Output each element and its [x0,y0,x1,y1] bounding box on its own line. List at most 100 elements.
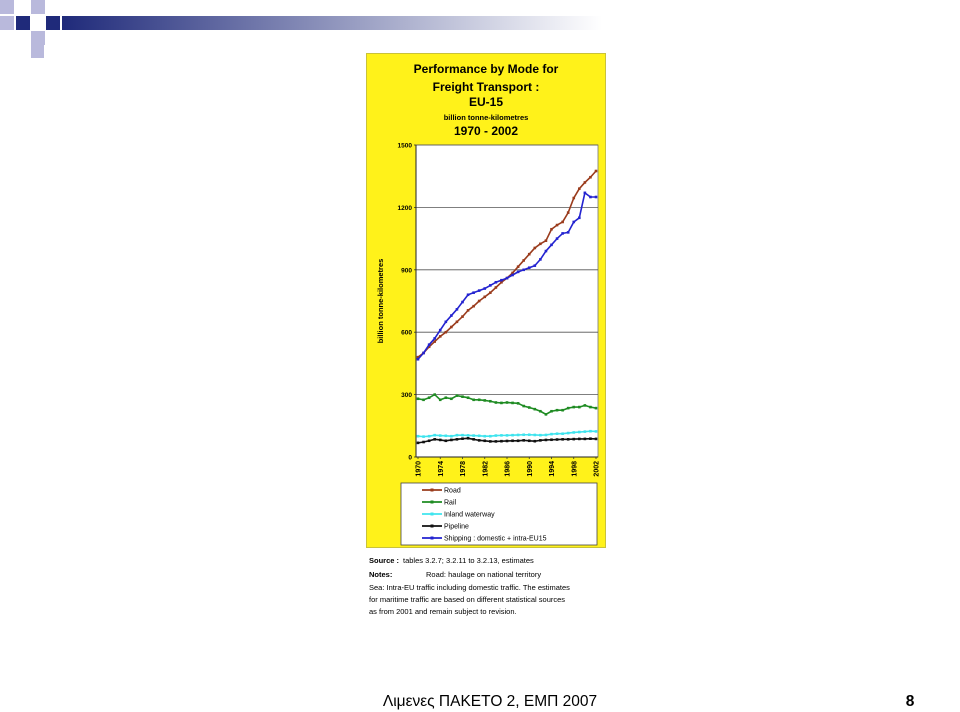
road-point [555,223,559,227]
inland-point [438,434,442,437]
road-note: Road: haulage on national territory [426,570,542,579]
rail-point [555,408,559,412]
inland-point [578,430,581,434]
shipping-point [483,287,487,290]
shipping-point [466,293,470,297]
inland-point [583,430,587,433]
rail-point [527,406,531,409]
rail-point [477,398,481,402]
pipeline-point [589,437,592,440]
shipping-point [555,237,559,240]
rail-point [544,413,548,416]
pipeline-point [561,438,564,441]
pipeline-point [433,438,436,441]
rail-legend-marker [430,500,434,504]
y-tick-label: 1500 [398,143,413,150]
y-axis-label: billion tonne-kilometres [376,259,385,344]
rail-point [500,401,503,405]
rail-point [566,406,570,410]
rail-point [455,394,459,397]
pipeline-point [438,438,442,442]
pipeline-legend-label: Pipeline [444,524,469,531]
decor-square [31,0,45,14]
inland-legend-label: Inland waterway [444,512,495,519]
slide-footer: Λιμενες ΠΑΚΕΤΟ 2, ΕΜΠ 2007 [382,693,598,710]
decor-gradient-bar [62,16,602,30]
shipping-legend-marker [430,536,434,540]
chart-title-line-2: Freight Transport : [433,80,540,94]
chart-notes: Source : tables 3.2.7; 3.2.11 to 3.2.13,… [366,552,606,620]
inland-point [483,434,487,438]
pipeline-point [572,437,576,441]
rail-point [539,409,542,413]
road-point [472,304,475,308]
pipeline-point [466,436,470,440]
rail-point [461,395,464,398]
road-point [427,345,431,349]
inland-point [450,434,453,438]
shipping-point [516,270,520,274]
pipeline-point [544,438,548,442]
pipeline-point [450,438,453,442]
inland-point [589,429,592,433]
road-point [572,196,576,200]
pipeline-legend-marker [430,524,434,528]
chart-title-line-1: Performance by Mode for [414,62,559,76]
x-tick-label: 1974 [438,461,445,477]
pipeline-point [594,437,598,441]
rail-point [550,409,553,413]
inland-point [466,434,470,437]
shipping-point [505,276,509,280]
chart-title-line-3: EU-15 [469,95,503,109]
inland-point [511,433,514,437]
shipping-point [500,278,503,282]
inland-point [505,434,509,437]
road-point [539,242,542,246]
inland-point [516,433,520,437]
notes-line: as from 2001 and remain subject to revis… [369,607,517,616]
x-tick-label: 2002 [594,461,601,477]
pipeline-point [550,438,553,442]
shipping-point [594,195,598,199]
pipeline-point [583,437,587,441]
inland-point [494,434,498,437]
rail-point [572,405,576,409]
shipping-point [578,216,581,220]
shipping-point [438,328,442,332]
road-point [489,291,492,294]
road-point [444,330,448,334]
road-legend-label: Road [444,488,461,495]
inland-point [427,434,431,438]
shipping-point [450,314,453,317]
road-legend-marker [430,488,434,492]
inland-point [422,435,425,438]
road-point [477,299,481,303]
shipping-point [527,266,531,270]
pipeline-point [494,440,498,443]
shipping-point [533,264,537,267]
road-point [583,181,587,184]
shipping-point [511,273,514,277]
pipeline-point [416,441,420,445]
decor-square [16,16,30,30]
plot-area [415,144,599,458]
road-point [511,271,514,275]
y-tick-label: 1200 [398,205,413,212]
road-point [544,239,548,242]
decor-square [0,16,14,30]
road-point [433,340,436,343]
road-point [594,169,598,173]
inland-point [544,433,548,437]
inland-point [539,433,542,437]
shipping-point [422,351,425,355]
inland-point [477,434,481,438]
pipeline-point [500,439,503,443]
chart-panel: Performance by Mode for Freight Transpor… [366,53,606,548]
pipeline-point [555,438,559,441]
rail-point [489,399,492,403]
pipeline-point [489,440,492,443]
x-tick-label: 1982 [482,461,489,477]
inland-point [472,434,475,437]
rail-legend-label: Rail [444,500,457,507]
y-tick-label: 900 [401,267,412,274]
